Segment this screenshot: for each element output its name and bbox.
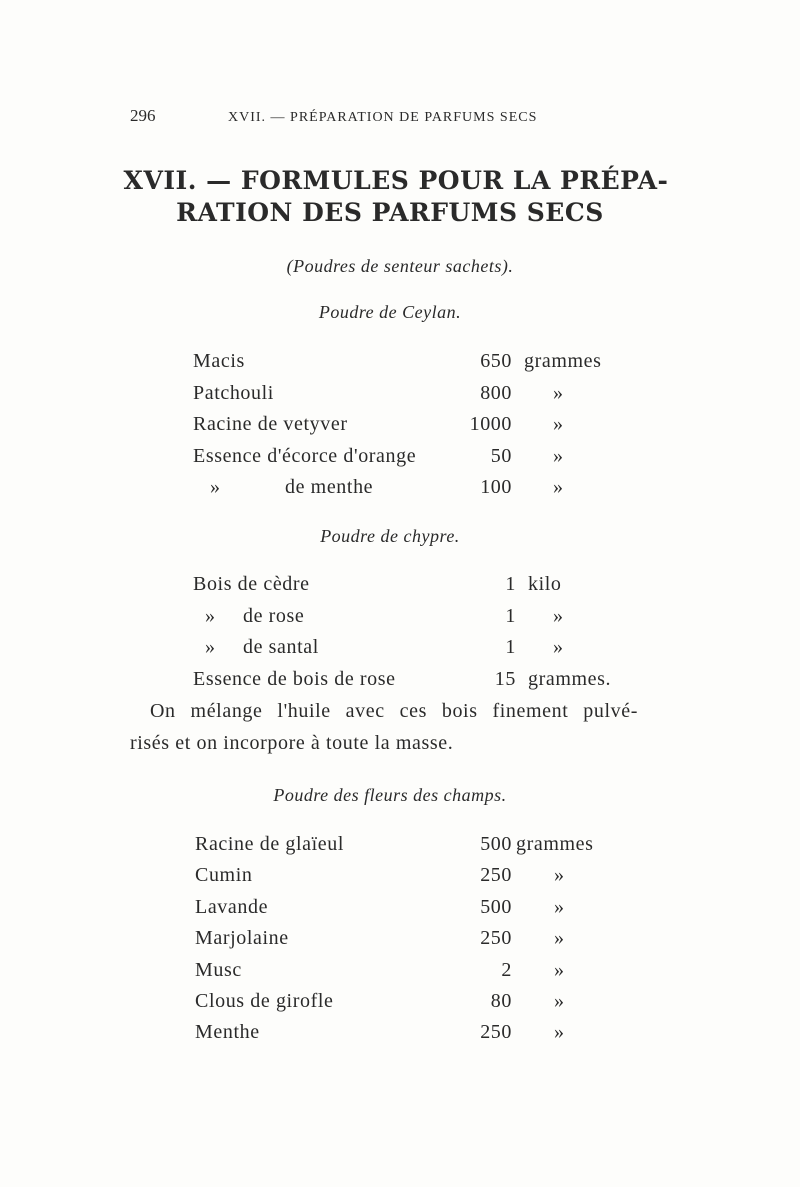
running-head: XVII. — PRÉPARATION DE PARFUMS SECS	[228, 110, 538, 125]
ingredient-name: de menthe	[285, 476, 374, 498]
table-row: » de santal 1 »	[0, 636, 800, 662]
quantity: 250	[480, 927, 512, 950]
subtitle: (Poudres de senteur sachets).	[286, 256, 514, 276]
ingredient-name: Macis	[193, 350, 245, 372]
table-row: Patchouli 800 »	[0, 382, 800, 408]
table-row: Clous de girofle 80 »	[0, 990, 800, 1016]
ditto-mark: »	[210, 476, 221, 498]
unit: kilo	[528, 573, 562, 595]
quantity: 500	[480, 833, 512, 855]
fleurs-heading: Poudre des fleurs des champs.	[273, 785, 507, 805]
unit: »	[553, 476, 564, 498]
ingredient-name: Marjolaine	[195, 927, 289, 950]
unit: »	[554, 864, 565, 887]
table-row: Essence de bois de rose 15 grammes.	[0, 668, 800, 694]
unit: »	[553, 604, 564, 627]
quantity: 100	[480, 476, 512, 498]
quantity: 2	[501, 958, 512, 981]
quantity: 650	[480, 350, 512, 372]
ingredient-name: de rose	[243, 604, 305, 627]
table-row: Lavande 500 »	[0, 896, 800, 922]
table-row: Menthe 250 »	[0, 1021, 800, 1047]
page-number: 296	[130, 106, 156, 125]
unit: »	[554, 927, 565, 950]
ingredient-name: de santal	[243, 636, 319, 659]
ingredient-name: Clous de girofle	[195, 990, 334, 1012]
unit: »	[554, 895, 565, 918]
unit: »	[553, 444, 564, 467]
table-row: Bois de cèdre 1 kilo	[0, 573, 800, 599]
quantity: 1000	[469, 413, 512, 435]
table-row: Racine de vetyver 1000 »	[0, 413, 800, 439]
table-row: » de menthe 100 »	[0, 476, 800, 502]
unit: grammes	[516, 833, 594, 855]
table-row: Musc 2 »	[0, 959, 800, 985]
ingredient-name: Racine de vetyver	[193, 413, 348, 435]
chapter-title-line2: RATION DES PARFUMS SECS	[176, 198, 604, 227]
unit: »	[554, 1021, 565, 1044]
ingredient-name: Patchouli	[193, 381, 274, 404]
ingredient-name: Cumin	[195, 864, 253, 887]
table-row: Essence d'écorce d'orange 50 »	[0, 445, 800, 471]
chypre-heading: Poudre de chypre.	[320, 526, 460, 546]
ceylan-heading: Poudre de Ceylan.	[318, 302, 462, 322]
unit: »	[554, 958, 565, 981]
quantity: 500	[480, 895, 512, 918]
table-row: Macis 650 grammes	[0, 350, 800, 376]
ditto-mark: »	[205, 636, 216, 659]
quantity: 1	[505, 604, 516, 627]
quantity: 1	[505, 636, 516, 659]
chapter-title-line1: XVII. — FORMULES POUR LA PRÉPA-	[123, 166, 669, 195]
ingredient-name: Musc	[195, 958, 242, 981]
quantity: 250	[480, 864, 512, 887]
ditto-mark: »	[205, 604, 216, 627]
unit: »	[553, 636, 564, 659]
unit: grammes	[524, 350, 602, 372]
ingredient-name: Lavande	[195, 895, 269, 918]
unit: »	[554, 990, 565, 1012]
quantity: 250	[480, 1021, 512, 1044]
note-line-2: risés et on incorpore à toute la masse.	[130, 732, 454, 754]
quantity: 15	[494, 668, 516, 691]
ingredient-name: Menthe	[195, 1021, 260, 1044]
quantity: 800	[480, 381, 512, 404]
quantity: 50	[490, 444, 512, 467]
quantity: 80	[490, 990, 512, 1012]
ingredient-name: Racine de glaïeul	[195, 833, 345, 855]
note-line-1: On mélange l'huile avec ces bois finemen…	[150, 700, 638, 722]
table-row: » de rose 1 »	[0, 605, 800, 631]
table-row: Cumin 250 »	[0, 864, 800, 890]
quantity: 1	[505, 573, 516, 595]
unit: »	[553, 381, 564, 404]
unit: »	[553, 413, 564, 435]
ingredient-name: Bois de cèdre	[193, 573, 310, 595]
ingredient-name: Essence de bois de rose	[193, 668, 396, 691]
unit: grammes.	[528, 668, 612, 691]
table-row: Marjolaine 250 »	[0, 927, 800, 953]
ingredient-name: Essence d'écorce d'orange	[193, 444, 417, 467]
table-row: Racine de glaïeul 500 grammes	[0, 833, 800, 859]
